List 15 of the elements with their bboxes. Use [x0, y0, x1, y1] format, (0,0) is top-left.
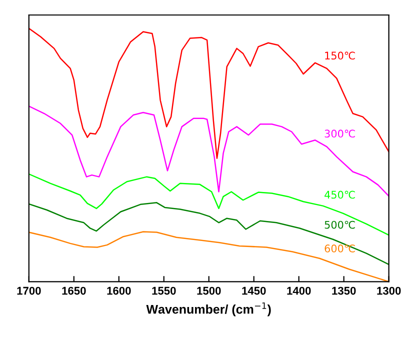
x-tick-label: 1700: [17, 286, 41, 295]
series-label: 450℃: [324, 190, 355, 199]
series-label: 300℃: [324, 130, 355, 138]
x-tick-label: 1500: [197, 286, 221, 295]
x-tick-label: 1550: [152, 286, 176, 295]
x-tick-label: 1400: [287, 286, 311, 295]
x-tick-label: 1350: [332, 286, 356, 295]
series-label: 500℃: [324, 220, 355, 229]
x-tick-label: 1650: [62, 286, 86, 295]
x-axis-title: Wavenumber/ (cm$^{−1}$): [146, 302, 271, 316]
series-label: 600℃: [324, 244, 355, 252]
x-tick-label: 1600: [107, 286, 131, 295]
series-label: 150℃: [325, 52, 355, 60]
x-tick-label: 1300: [377, 286, 401, 295]
x-tick-label: 1450: [242, 286, 266, 295]
